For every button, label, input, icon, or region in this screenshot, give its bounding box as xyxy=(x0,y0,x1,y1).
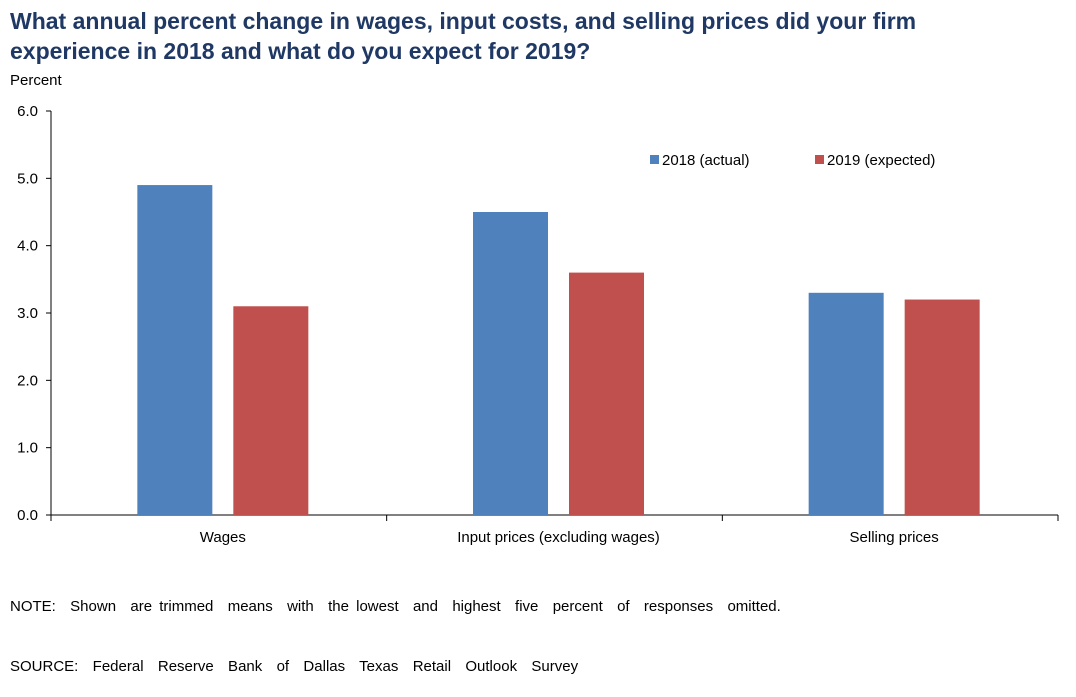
bar-2019 xyxy=(569,272,644,515)
y-tick-label: 4.0 xyxy=(17,238,38,255)
legend-swatch xyxy=(815,155,824,164)
chart-title-line-1: What annual percent change in wages, inp… xyxy=(10,8,917,34)
x-tick-label: Wages xyxy=(200,529,246,546)
chart-title-line-2: experience in 2018 and what do you expec… xyxy=(10,38,591,64)
y-tick-label: 1.0 xyxy=(17,440,38,457)
y-tick-label: 6.0 xyxy=(17,103,38,120)
x-tick-label: Selling prices xyxy=(850,529,939,546)
bar-2018 xyxy=(473,212,548,515)
chart-footer: NOTE: Shown are trimmed means with the l… xyxy=(10,557,781,697)
y-tick-label: 2.0 xyxy=(17,372,38,389)
legend-label: 2018 (actual) xyxy=(662,152,750,169)
legend-label: 2019 (expected) xyxy=(827,152,935,169)
y-tick-label: 3.0 xyxy=(17,305,38,322)
bar-2019 xyxy=(904,299,980,515)
bar-2018 xyxy=(808,292,884,515)
bar-chart: 0.0 1.0 2.0 3.0 4.0 5.0 6.0 Wages Input prices (… xyxy=(17,103,1059,546)
y-tick-label: 0.0 xyxy=(17,507,38,524)
bar-2019 xyxy=(233,306,309,515)
y-axis-unit-label: Percent xyxy=(10,72,62,89)
bar-2018 xyxy=(137,185,213,516)
x-tick-label: Input prices (excluding wages) xyxy=(457,529,660,546)
footer-note: NOTE: Shown are trimmed means with the l… xyxy=(10,598,781,615)
footer-source: SOURCE: Federal Reserve Bank of Dallas T… xyxy=(10,658,579,675)
chart-title: What annual percent change in wages, inp… xyxy=(10,6,1060,66)
legend-swatch xyxy=(650,155,659,164)
y-tick-label: 5.0 xyxy=(17,170,38,187)
